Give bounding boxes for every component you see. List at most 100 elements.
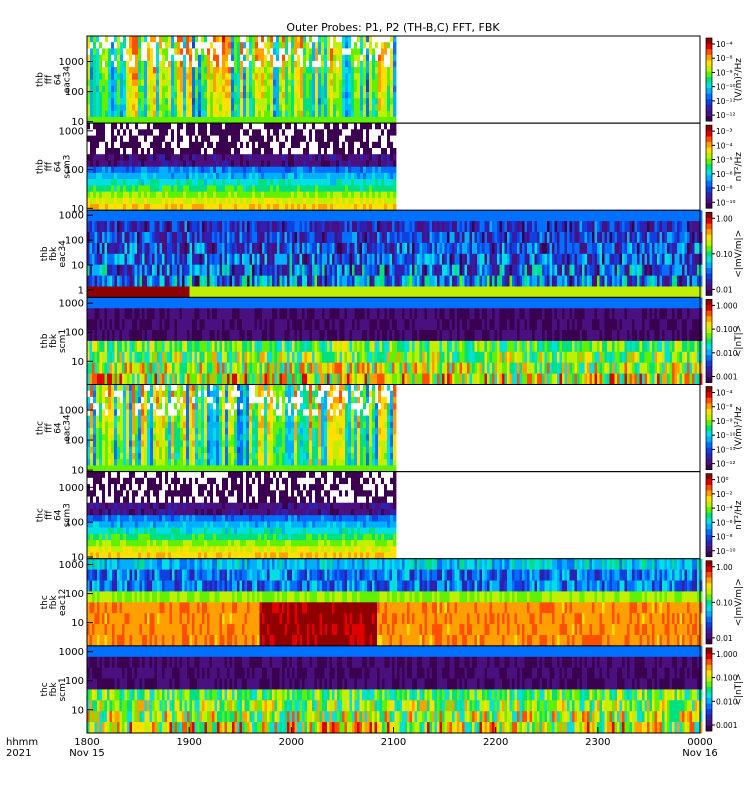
- cell: [264, 160, 268, 168]
- cell: [330, 92, 334, 99]
- cell: [657, 210, 660, 222]
- cell: [300, 73, 304, 80]
- cell: [384, 98, 388, 105]
- cell: [279, 232, 283, 244]
- cell: [306, 185, 310, 192]
- cell: [104, 242, 108, 255]
- cell: [357, 148, 361, 155]
- cell: [186, 92, 190, 99]
- cell: [291, 141, 295, 149]
- cell: [228, 54, 232, 62]
- cell: [351, 104, 355, 112]
- cell: [127, 242, 130, 255]
- cell: [624, 210, 628, 222]
- cell: [419, 242, 423, 255]
- cell: [494, 286, 498, 298]
- cell: [372, 60, 376, 68]
- cell: [255, 54, 259, 62]
- colorbar-segment: [706, 71, 712, 78]
- cell: [177, 264, 180, 276]
- cell: [105, 79, 109, 87]
- cell: [207, 54, 211, 62]
- cell: [108, 79, 112, 87]
- cell: [258, 148, 262, 155]
- cell: [267, 242, 270, 255]
- cell: [120, 98, 124, 105]
- cell: [669, 210, 673, 222]
- cell: [272, 275, 275, 287]
- cell: [99, 275, 103, 287]
- cell: [519, 221, 523, 233]
- cell: [387, 92, 391, 99]
- cell: [246, 179, 250, 186]
- cell: [219, 129, 223, 136]
- cell: [177, 172, 181, 180]
- cell: [217, 232, 220, 244]
- cell: [222, 92, 226, 99]
- cell: [422, 242, 425, 255]
- cell: [168, 160, 172, 168]
- cell: [549, 221, 553, 233]
- cell: [497, 286, 500, 298]
- cell: [210, 54, 214, 62]
- cell: [207, 154, 211, 161]
- cell: [232, 232, 235, 244]
- cell: [219, 253, 223, 266]
- cell: [267, 54, 271, 62]
- cell: [247, 264, 250, 276]
- cell: [319, 264, 323, 276]
- cell: [442, 286, 445, 298]
- cell: [381, 123, 385, 130]
- cell: [412, 232, 415, 244]
- cell: [315, 135, 319, 143]
- cell: [246, 92, 250, 99]
- cell: [439, 264, 443, 276]
- cell: [213, 160, 217, 168]
- cell: [351, 179, 355, 186]
- cell: [104, 264, 108, 276]
- cell: [111, 92, 115, 99]
- cell: [634, 232, 638, 244]
- cell: [114, 92, 118, 99]
- cell: [384, 79, 388, 87]
- cell: [303, 166, 307, 174]
- cell: [204, 166, 208, 174]
- cell: [154, 253, 158, 266]
- cell: [336, 160, 340, 168]
- cell: [174, 275, 178, 287]
- cell: [482, 275, 485, 287]
- cell: [240, 79, 244, 87]
- cell: [135, 141, 139, 149]
- cell: [524, 221, 528, 233]
- cell: [240, 141, 244, 149]
- cell: [198, 166, 202, 174]
- cell: [642, 264, 645, 276]
- cell: [397, 286, 400, 298]
- cell: [336, 60, 340, 68]
- cell: [527, 242, 530, 255]
- cell: [629, 264, 633, 276]
- cell: [348, 179, 352, 186]
- cell: [419, 221, 423, 233]
- cell: [699, 275, 703, 287]
- cell: [285, 141, 289, 149]
- cell: [303, 54, 307, 62]
- cell: [347, 242, 350, 255]
- cell: [345, 42, 349, 49]
- cell: [291, 98, 295, 105]
- cell: [162, 286, 165, 298]
- cell: [189, 110, 193, 118]
- cell: [144, 242, 148, 255]
- cell: [345, 92, 349, 99]
- cell: [667, 242, 670, 255]
- cell: [592, 242, 595, 255]
- cell: [354, 60, 358, 68]
- cell: [207, 141, 211, 149]
- cell: [201, 60, 205, 68]
- cell: [287, 221, 290, 233]
- cell: [231, 48, 235, 55]
- cell: [272, 221, 275, 233]
- cell: [177, 116, 181, 124]
- cell: [324, 48, 328, 55]
- cell: [242, 286, 245, 298]
